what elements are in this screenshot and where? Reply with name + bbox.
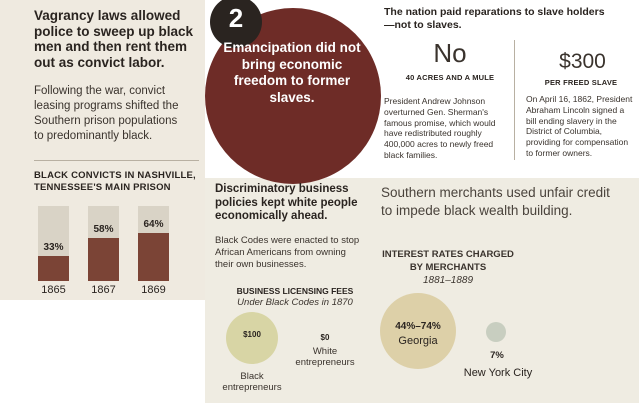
section-number-badge: 2 [210,0,262,48]
reparations-divider [514,40,515,160]
vagrancy-headline: Vagrancy laws allowed police to sweep up… [34,8,194,70]
per-slave-label: PER FREED SLAVE [544,78,618,87]
nyc-label: New York City [463,367,533,379]
convict-leasing-intro: Following the war, convict leasing progr… [34,85,179,142]
georgia-rate-value: 44%–74% [395,321,441,332]
bar-value-label: 58% [93,223,114,235]
year-tick-label: 1869 [141,284,166,296]
white-fee-value: $0 [320,333,330,342]
georgia-label: Georgia [398,335,438,347]
payment-body: On April 16, 1862, President Abraham Lin… [526,94,633,158]
payment-value: $300 [559,50,606,73]
year-tick-label: 1867 [91,284,116,296]
black-fee-circle [226,312,278,364]
convict-bar-chart: 33% 1865 58% 1867 64% 1869 [34,200,204,296]
nyc-rate-value: 7% [490,350,504,361]
black-fee-value: $100 [243,330,261,339]
acres-label: 40 ACRES AND A MULE [405,73,495,82]
emancipation-statement: Emancipation did not bring economic free… [223,40,361,105]
no-value: No [433,38,467,68]
georgia-rate-circle [380,293,456,369]
discrimination-title: Discriminatory business policies kept wh… [215,183,358,222]
bar-1867 [88,237,119,281]
bar-chart-title: BLACK CONVICTS IN NASHVILLE, TENNESSEE'S… [34,170,196,193]
nyc-rate-circle [486,322,506,342]
merchants-text: Southern merchants used unfair credit to… [381,185,610,218]
bar-1869 [138,233,169,281]
bar-value-label: 33% [43,242,64,254]
reparations-title: The nation paid reparations to slave hol… [384,6,605,31]
black-fee-label: Black entrepreneurs [222,371,282,393]
year-tick-label: 1865 [41,284,66,296]
fees-title: BUSINESS LICENSING FEES [236,286,354,296]
bar-value-label: 64% [143,219,164,230]
rates-years: 1881–1889 [422,275,474,286]
rates-title: INTEREST RATES CHARGED BY MERCHANTS [382,249,514,273]
black-codes-body: Black Codes were enacted to stop African… [215,235,360,270]
left-divider [34,160,199,161]
acres-body: President Andrew Johnson overturned Gen.… [384,96,496,160]
white-fee-label: White entrepreneurs [295,346,355,368]
bar-1865 [38,256,69,281]
fees-subtitle: Under Black Codes in 1870 [237,297,353,308]
